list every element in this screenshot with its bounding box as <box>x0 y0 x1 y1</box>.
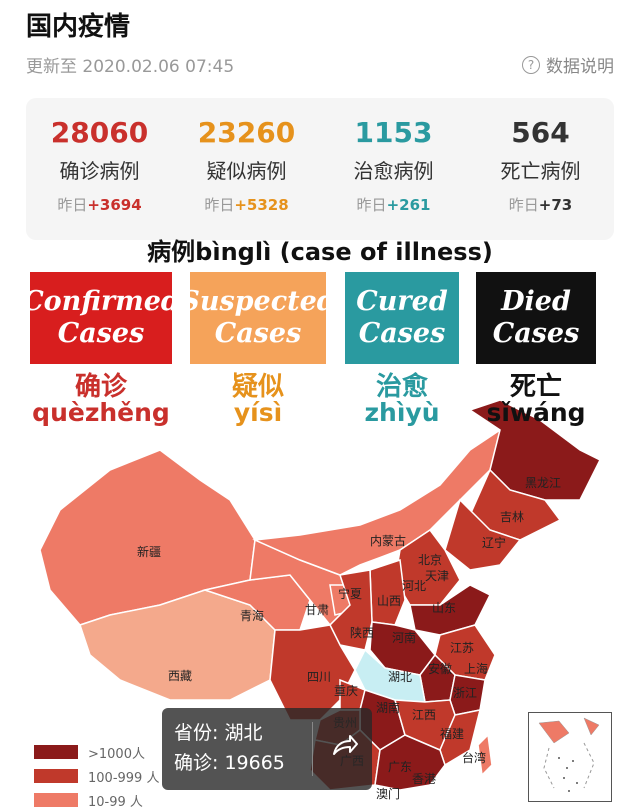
box-line2: Cases <box>358 318 446 349</box>
stat-value: 28060 <box>50 116 149 149</box>
box-line1: Suspected <box>180 286 336 317</box>
label-sichuan: 四川 <box>307 670 331 684</box>
province-shaanxi[interactable] <box>329 569 373 651</box>
label-zhejiang: 浙江 <box>453 686 477 700</box>
map-color-legend: >1000人 100-999 人 10-99 人 <box>34 740 159 812</box>
died-pinyin: sǐwáng <box>486 398 586 427</box>
box-line2: Cases <box>492 318 580 349</box>
stat-label: 死亡病例 <box>500 159 581 183</box>
label-gansu: 甘肃 <box>305 603 329 617</box>
box-line2: Cases <box>214 318 302 349</box>
legend-label: >1000人 <box>88 746 145 762</box>
stat-label: 确诊病例 <box>59 159 140 183</box>
label-shanghai: 上海 <box>464 661 488 676</box>
box-line2: Cases <box>57 318 145 349</box>
box-line1: Confirmed <box>22 286 180 317</box>
label-chongqing: 重庆 <box>334 684 358 698</box>
label-henan: 河南 <box>392 630 416 645</box>
cured-cases-box: Cured Cases <box>345 272 459 364</box>
cured-pinyin: zhìyù <box>364 398 440 427</box>
share-icon[interactable] <box>326 730 360 764</box>
label-taiwan: 台湾 <box>462 750 486 765</box>
overlay-title: 病例bìnglì (case of illness) <box>147 238 493 266</box>
label-beijing: 北京 <box>418 553 442 567</box>
label-shaanxi: 陕西 <box>350 625 374 640</box>
confirmed-pinyin: quèzhěng <box>32 398 170 427</box>
stat-cured: 1153 治愈病例 昨日+261 <box>324 98 464 240</box>
stat-dead: 564 死亡病例 昨日+73 <box>471 98 611 240</box>
suspected-cases-box: Suspected Cases <box>180 272 336 364</box>
confirmed-cases-box: Confirmed Cases <box>22 272 180 364</box>
stat-yesterday: 昨日+261 <box>356 196 431 214</box>
label-jiangsu: 江苏 <box>450 641 474 655</box>
tooltip-confirmed-row: 确诊: 19665 <box>174 752 285 774</box>
question-circle-icon: ? <box>522 55 540 74</box>
label-hebei: 河北 <box>402 579 426 593</box>
inset-map <box>538 717 600 792</box>
label-hongkong: 香港 <box>412 772 436 786</box>
label-tibet: 西藏 <box>168 669 192 683</box>
suspected-pinyin: yísì <box>233 398 283 427</box>
province-taiwan[interactable] <box>477 733 493 777</box>
legend-swatch <box>34 745 78 759</box>
legend-label: 10-99 人 <box>88 794 143 810</box>
stat-value: 1153 <box>354 116 433 149</box>
label-qinghai: 青海 <box>240 608 264 623</box>
label-shanxi: 山西 <box>377 594 401 608</box>
label-hubei: 湖北 <box>388 669 412 684</box>
box-line1: Died <box>501 286 571 317</box>
label-fujian: 福建 <box>440 726 464 741</box>
tooltip-province-row: 省份: 湖北 <box>174 722 263 744</box>
label-guangdong: 广东 <box>388 760 412 774</box>
label-jilin: 吉林 <box>500 510 524 524</box>
legend-swatch <box>34 793 78 807</box>
label-xinjiang: 新疆 <box>137 544 161 559</box>
province-tooltip: 省份: 湖北 确诊: 19665 <box>162 708 372 790</box>
province-fujian[interactable] <box>439 709 482 767</box>
update-time: 更新至 2020.02.06 07:45 <box>26 57 235 77</box>
stat-label: 疑似病例 <box>206 159 287 183</box>
legend-label: 100-999 人 <box>88 770 160 786</box>
label-macau: 澳门 <box>376 786 400 800</box>
province-heilongjiang[interactable] <box>468 399 602 501</box>
label-heilongjiang: 黑龙江 <box>525 476 561 490</box>
page-title: 国内疫情 <box>26 12 131 42</box>
stat-suspected: 23260 疑似病例 昨日+5328 <box>177 98 317 240</box>
province-guangdong[interactable] <box>374 734 446 791</box>
cured-hanzi: 治愈 <box>375 372 428 402</box>
stat-yesterday: 昨日+5328 <box>204 196 289 214</box>
legend-row: 10-99 人 <box>34 788 159 812</box>
label-anhui: 安徽 <box>428 661 452 676</box>
label-ningxia: 宁夏 <box>338 586 362 601</box>
stat-value: 564 <box>511 116 570 149</box>
label-shandong: 山东 <box>432 601 456 615</box>
province-shanxi[interactable] <box>369 558 406 626</box>
box-line1: Cured <box>356 286 448 317</box>
stat-yesterday: 昨日+73 <box>508 196 573 214</box>
legend-row: 100-999 人 <box>34 764 159 788</box>
label-hunan: 湖南 <box>376 700 400 715</box>
stat-confirmed: 28060 确诊病例 昨日+3694 <box>30 98 170 240</box>
suspected-hanzi: 疑似 <box>231 372 284 402</box>
stat-yesterday: 昨日+3694 <box>57 196 142 214</box>
confirmed-hanzi: 确诊 <box>74 372 127 402</box>
south-china-sea-inset <box>528 712 612 802</box>
stat-value: 23260 <box>197 116 296 149</box>
label-liaoning: 辽宁 <box>482 535 506 550</box>
province-shandong[interactable] <box>409 584 492 636</box>
data-explanation-link[interactable]: ? 数据说明 <box>522 52 614 77</box>
legend-row: >1000人 <box>34 740 159 764</box>
label-jiangxi: 江西 <box>412 708 436 722</box>
stat-label: 治愈病例 <box>353 159 434 183</box>
label-inner-mongolia: 内蒙古 <box>370 533 406 548</box>
tooltip-divider <box>312 722 313 776</box>
died-cases-box: Died Cases <box>476 272 596 364</box>
died-hanzi: 死亡 <box>509 372 562 402</box>
legend-swatch <box>34 769 78 783</box>
stats-panel: 28060 确诊病例 昨日+3694 23260 疑似病例 昨日+5328 11… <box>26 98 614 240</box>
label-tianjin: 天津 <box>425 569 449 583</box>
data-explanation-label: 数据说明 <box>546 57 614 77</box>
